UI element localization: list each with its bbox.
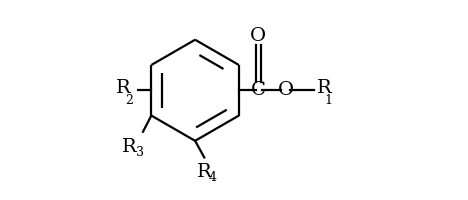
Text: R: R [197,163,211,181]
Text: C: C [251,81,266,99]
Text: 2: 2 [125,94,133,107]
Text: 4: 4 [208,171,216,184]
Text: O: O [250,27,266,45]
Text: R: R [116,79,131,97]
Text: 1: 1 [325,94,333,107]
Text: O: O [278,81,293,99]
Text: R: R [317,79,331,97]
Text: 3: 3 [136,146,144,159]
Text: R: R [122,138,137,156]
